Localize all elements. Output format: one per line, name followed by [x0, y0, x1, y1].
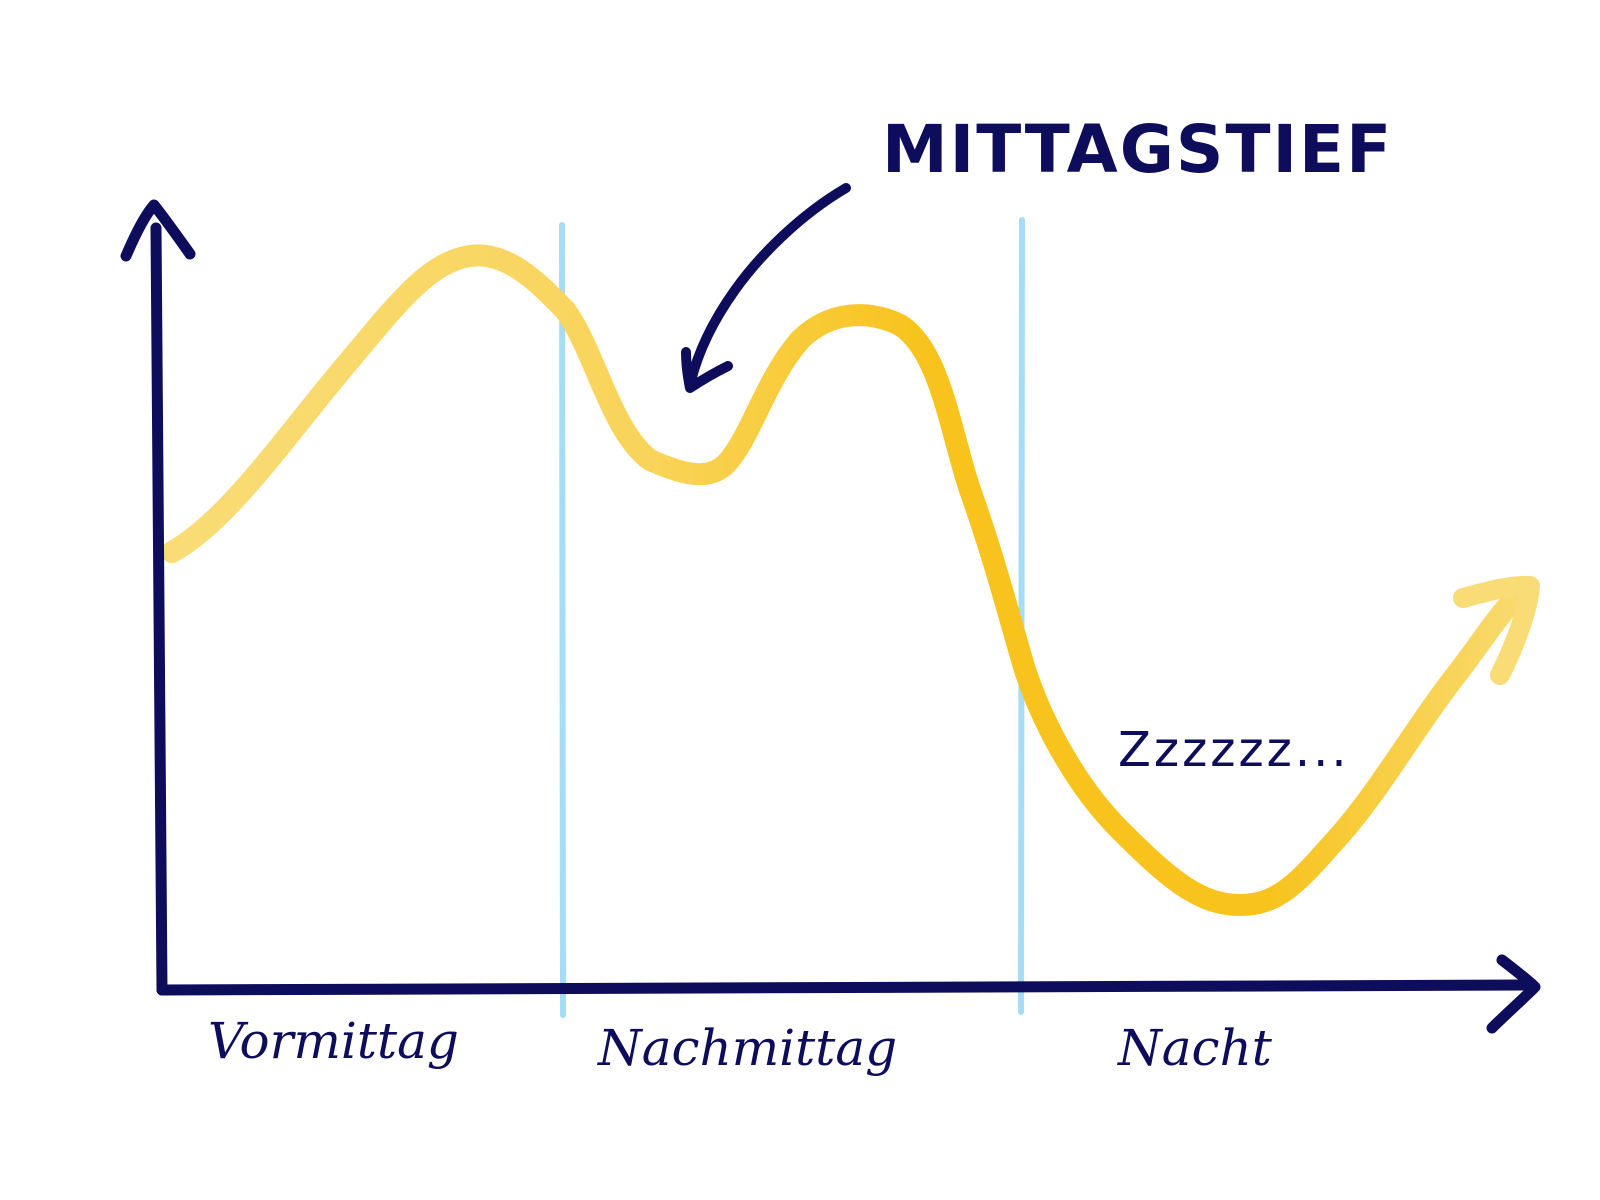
annotation-arrowhead [681, 347, 733, 393]
curve-arrowhead [1453, 575, 1540, 685]
energy-curve [161, 244, 1536, 916]
annotation-title: MITTAGSTIEF [882, 111, 1393, 188]
y-axis [150, 222, 168, 996]
divider-right [1018, 217, 1025, 1015]
x-axis [156, 979, 1536, 996]
x-axis-arrowhead [1486, 954, 1541, 1034]
region-label-afternoon: Nachmittag [597, 1019, 897, 1077]
annotation-arrow [685, 183, 851, 390]
divider-left [559, 222, 566, 1018]
region-label-night: Nacht [1117, 1019, 1273, 1077]
sleep-annotation: Zzzzzz... [1118, 722, 1350, 778]
region-label-morning: Vormittag [208, 1012, 459, 1070]
y-axis-arrowhead [120, 199, 196, 262]
